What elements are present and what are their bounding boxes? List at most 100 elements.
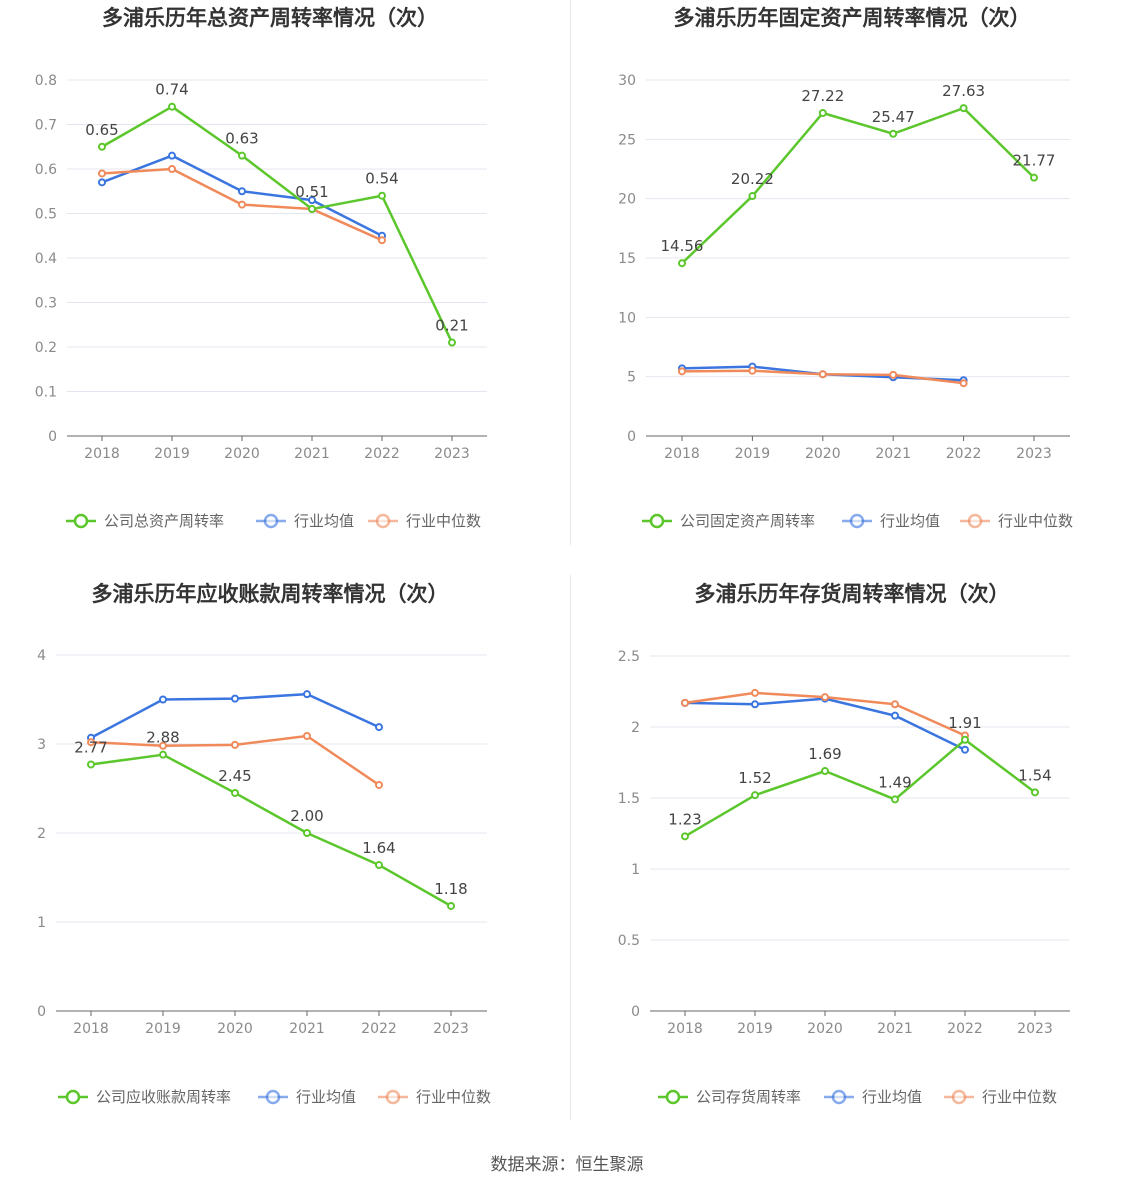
y-tick-label: 0 [627, 429, 636, 445]
chart-receivables-turnover: 多浦乐历年应收账款周转率情况（次） 0 1 2 3 4 2018 2019 2020 2021 20… [0, 575, 570, 1120]
series-line-company [101, 105, 454, 344]
data-point-company [748, 192, 757, 201]
legend-label-company: 公司应收账款周转率 [96, 1088, 231, 1106]
y-tick-label: 0.7 [35, 118, 57, 134]
chart1-svg: 多浦乐历年固定资产周转率情况（次） 0 5 10 15 20 25 30 2018 2019 202… [618, 6, 1073, 530]
x-tick-label: 2019 [154, 446, 190, 462]
series-line-avg [101, 154, 383, 237]
data-point-company [378, 191, 386, 200]
data-point-median [818, 370, 827, 379]
data-label: 0.65 [85, 121, 118, 139]
x-tick-label: 2022 [364, 446, 400, 462]
x-tick-label: 2022 [361, 1021, 397, 1037]
data-point-median [375, 780, 383, 789]
legend-label-median: 行业中位数 [416, 1088, 491, 1106]
data-label: 0.54 [365, 170, 398, 188]
data-point-company [447, 901, 455, 910]
x-tick-label: 2020 [805, 446, 841, 462]
data-point-median [678, 367, 686, 376]
data-point-avg [308, 196, 316, 205]
y-tick-label: 4 [37, 648, 46, 664]
chart-title: 多浦乐历年应收账款周转率情况（次） [92, 582, 449, 606]
data-point-avg [168, 151, 176, 160]
y-tick-label: 0.4 [35, 251, 57, 267]
x-tick-label: 2023 [434, 446, 470, 462]
x-tick-label: 2020 [224, 446, 260, 462]
y-tick-label: 25 [618, 132, 636, 148]
data-point-company [678, 259, 686, 268]
x-tick-label: 2023 [433, 1021, 469, 1037]
data-point-company [961, 735, 969, 744]
x-tick-label: 2018 [84, 446, 120, 462]
data-point-company [681, 832, 689, 841]
data-point-company [87, 760, 95, 769]
x-tick-label: 2018 [73, 1021, 109, 1037]
data-point-avg [751, 700, 759, 709]
legend-label-avg: 行业均值 [880, 512, 940, 530]
chart-inventory-turnover: 多浦乐历年存货周转率情况（次） 0 0.5 1 1.5 2 2.5 2018 2019 2020 2… [570, 575, 1134, 1120]
legend-label-company: 公司固定资产周转率 [680, 512, 815, 530]
x-tick-label: 2021 [875, 446, 911, 462]
chart-total-asset-turnover: 多浦乐历年总资产周转率情况（次） 0 0.1 0.2 0.3 0.4 0.5 0.6 0.7 0.… [0, 0, 570, 545]
data-label: 20.22 [731, 170, 774, 188]
data-label: 0.51 [295, 183, 328, 201]
data-point-avg [375, 723, 383, 732]
data-point-avg [159, 695, 167, 704]
data-point-median [821, 693, 829, 702]
data-point-median [751, 688, 759, 697]
data-label: 2.45 [218, 767, 251, 785]
chart0-svg: 多浦乐历年总资产周转率情况（次） 0 0.1 0.2 0.3 0.4 0.5 0.6 0.7 0.… [35, 6, 487, 530]
series-line-company [90, 753, 452, 908]
data-label: 1.64 [362, 839, 395, 857]
data-point-company [159, 750, 167, 759]
data-point-avg [231, 694, 239, 703]
x-tick-label: 2022 [947, 1021, 983, 1037]
legend-marker-median [967, 513, 983, 529]
x-tick-label: 2021 [877, 1021, 913, 1037]
data-label: 1.49 [878, 773, 911, 791]
legend-marker-median [951, 1089, 967, 1105]
legend-label-avg: 行业均值 [296, 1088, 356, 1106]
data-point-avg [98, 178, 106, 187]
x-tick-label: 2022 [946, 446, 982, 462]
data-point-median [959, 379, 968, 388]
data-source-note: 数据来源：恒生聚源 [490, 1155, 644, 1175]
x-tick-label: 2021 [289, 1021, 325, 1037]
chart-title: 多浦乐历年总资产周转率情况（次） [102, 6, 438, 30]
legend-marker-company [649, 513, 665, 529]
data-point-company [821, 767, 829, 776]
legend-label-median: 行业中位数 [982, 1088, 1057, 1106]
legend-marker-company [73, 513, 89, 529]
x-tick-label: 2018 [664, 446, 700, 462]
legend-marker-avg [849, 513, 865, 529]
legend-label-avg: 行业均值 [294, 512, 354, 530]
data-point-company [889, 129, 898, 138]
legend-marker-avg [831, 1089, 847, 1105]
data-label: 27.63 [942, 82, 985, 100]
data-point-median [238, 200, 246, 209]
data-point-median [681, 698, 689, 707]
series-line-company [681, 106, 1035, 265]
y-tick-label: 15 [618, 251, 636, 267]
data-label: 0.74 [155, 81, 188, 99]
legend-marker-avg [265, 1089, 281, 1105]
data-point-median [303, 731, 311, 740]
data-point-company [168, 102, 176, 111]
y-tick-label: 0.2 [35, 340, 57, 356]
data-label: 14.56 [661, 237, 704, 255]
x-tick-label: 2023 [1017, 1021, 1053, 1037]
y-tick-label: 0 [631, 1004, 640, 1020]
data-point-avg [303, 690, 311, 699]
data-point-median [87, 738, 95, 747]
legend-marker-median [375, 513, 391, 529]
data-point-company [308, 205, 316, 214]
y-tick-label: 1 [37, 915, 46, 931]
data-point-company [891, 795, 899, 804]
chart-title: 多浦乐历年固定资产周转率情况（次） [674, 6, 1031, 30]
data-label: 2.88 [146, 729, 179, 747]
y-tick-label: 2 [37, 826, 46, 842]
legend-label-median: 行业中位数 [406, 512, 481, 530]
chart-fixed-asset-turnover: 多浦乐历年固定资产周转率情况（次） 0 5 10 15 20 25 30 2018 2019 202… [570, 0, 1134, 545]
y-tick-label: 1.5 [618, 791, 640, 807]
data-point-avg [238, 187, 246, 196]
